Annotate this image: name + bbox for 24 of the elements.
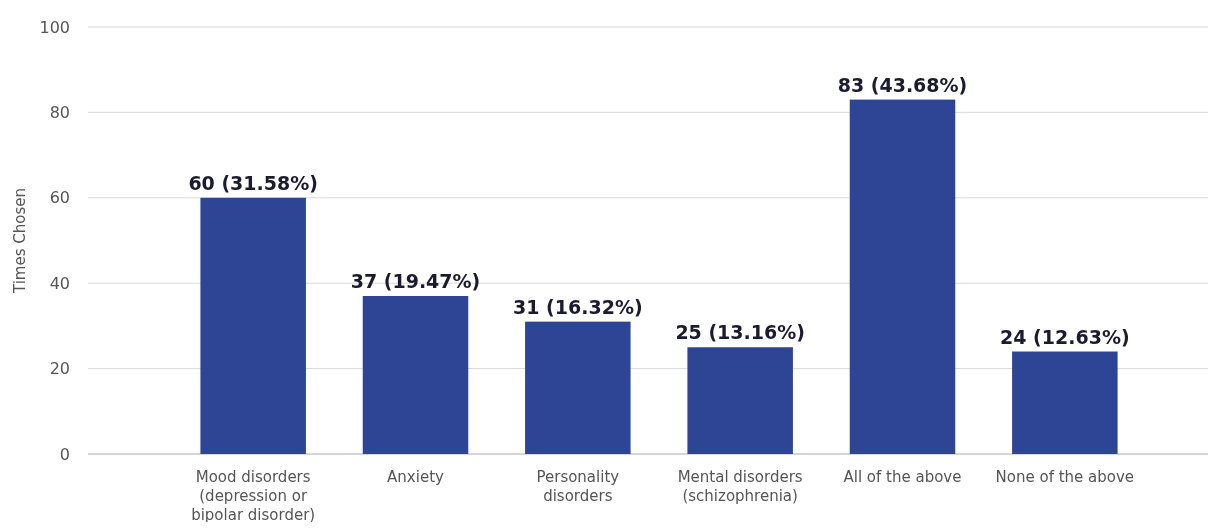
data-label: 24 (12.63%) [1000, 325, 1130, 348]
x-tick-label: All of the above [843, 468, 962, 486]
data-label: 60 (31.58%) [188, 171, 318, 194]
x-tick-label: Mental disorders (schizophrenia) [677, 468, 803, 505]
y-tick-label: 80 [49, 103, 70, 122]
bar [1012, 351, 1118, 454]
x-tick-label: Anxiety [387, 468, 445, 486]
data-label: 31 (16.32%) [513, 295, 643, 318]
x-tick-label: None of the above [995, 468, 1135, 486]
data-label: 25 (13.16%) [675, 321, 805, 344]
bar [687, 347, 793, 454]
y-axis-title: Times Chosen [11, 188, 29, 294]
bar [849, 99, 956, 454]
y-tick-label: 20 [49, 359, 70, 379]
bar [525, 321, 631, 454]
bar [362, 296, 469, 454]
y-tick-label: 60 [49, 188, 70, 208]
y-tick-label: 0 [59, 444, 70, 464]
data-label: 83 (43.68%) [837, 73, 968, 96]
x-tick-label: Personality disorders [536, 468, 620, 505]
y-tick-label: 40 [49, 273, 70, 293]
data-label: 37 (19.47%) [350, 270, 481, 293]
y-tick-label: 100 [39, 17, 70, 37]
bar [200, 197, 306, 454]
